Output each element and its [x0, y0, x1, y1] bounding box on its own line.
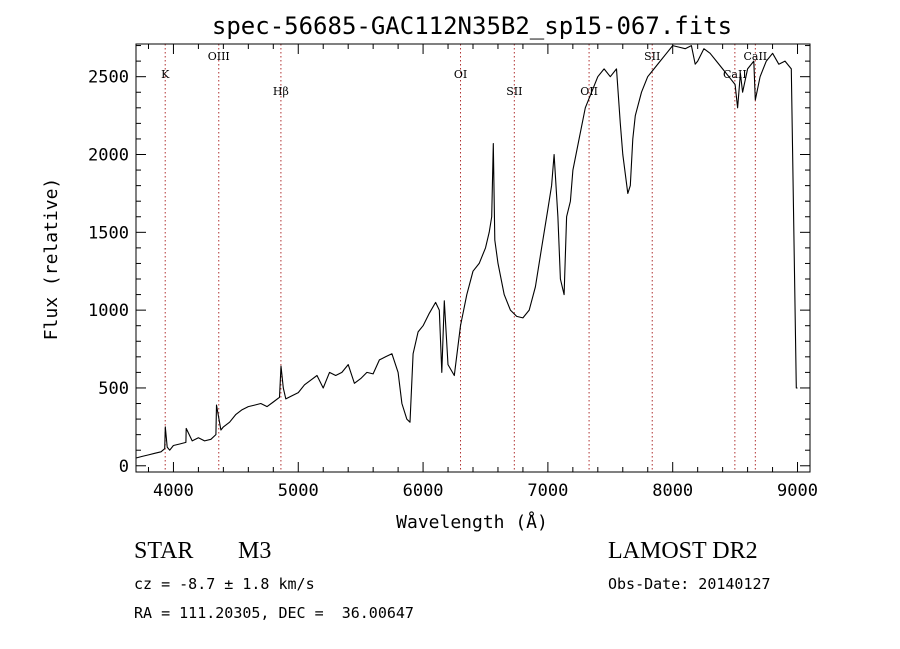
- obs-date: Obs-Date: 20140127: [608, 575, 771, 593]
- y-tick-label: 2500: [88, 68, 129, 88]
- y-axis-label: Flux (relative): [41, 178, 62, 341]
- x-tick-label: 4000: [153, 481, 194, 501]
- emission-line-label: OIII: [208, 50, 230, 63]
- x-tick-label: 6000: [403, 481, 444, 501]
- x-tick-label: 9000: [777, 481, 818, 501]
- y-tick-label: 2000: [88, 146, 129, 166]
- x-axis-label: Wavelength (Å): [396, 511, 548, 533]
- emission-line-label: SII: [644, 50, 660, 63]
- axis-ticks: 4000 5000 6000 7000 8000 9000 0 500 1000 1500 2000…: [88, 44, 818, 501]
- series-layer: [135, 45, 798, 459]
- x-tick-label: 7000: [527, 481, 568, 501]
- coordinates: RA = 111.20305, DEC = 36.00647: [134, 604, 414, 622]
- spectrum-series-line: [135, 45, 798, 459]
- y-tick-label: 1000: [88, 301, 129, 321]
- emission-line-label: OI: [454, 68, 467, 81]
- emission-line-label: CaII: [743, 50, 767, 63]
- plot-frame: [135, 43, 811, 473]
- object-subclass: M3: [238, 538, 272, 564]
- emission-line-label: K: [161, 68, 170, 81]
- x-tick-label: 5000: [278, 481, 319, 501]
- x-tick-label: 8000: [652, 481, 693, 501]
- chart-title: spec-56685-GAC112N35B2_sp15-067.fits: [212, 12, 732, 40]
- emission-line-label: OII: [580, 85, 598, 98]
- y-tick-label: 500: [98, 379, 129, 399]
- y-tick-label: 1500: [88, 223, 129, 243]
- survey-name: LAMOST DR2: [608, 538, 758, 564]
- emission-line-label: Hβ: [273, 85, 289, 98]
- object-class: STAR: [134, 538, 194, 564]
- y-tick-label: 0: [119, 457, 129, 477]
- redshift-text: cz = -8.7 ± 1.8 km/s: [134, 575, 315, 593]
- emission-line-label: SII: [506, 85, 522, 98]
